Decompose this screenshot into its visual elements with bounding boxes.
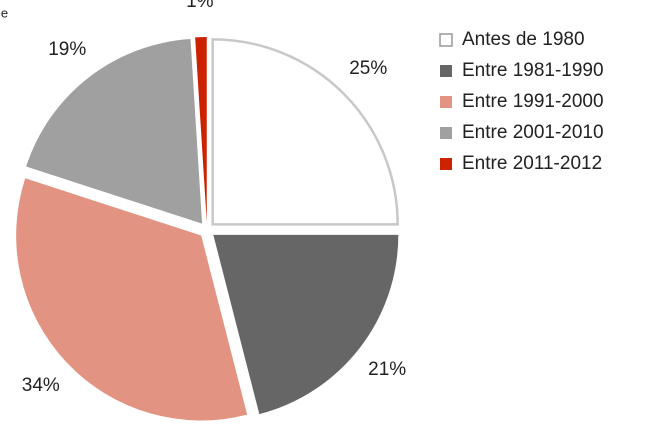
legend-label: Entre 1981-1990 [462, 60, 604, 81]
data-label: 19% [48, 39, 86, 60]
data-label: 25% [349, 58, 387, 79]
pie-slice [195, 37, 207, 223]
legend-label: Antes de 1980 [462, 29, 585, 50]
legend-swatch [440, 158, 452, 170]
legend-label: Entre 2011-2012 [462, 153, 602, 174]
data-label: 34% [22, 375, 60, 396]
legend-swatch [439, 33, 453, 47]
pie-slice [213, 234, 399, 415]
legend-swatch [440, 65, 452, 77]
legend-label: Entre 2001-2010 [462, 122, 604, 143]
pie-slice [26, 39, 203, 224]
pie-slice [211, 38, 399, 226]
legend-swatch [440, 96, 452, 108]
legend-swatch [440, 127, 452, 139]
data-label: 1% [186, 0, 214, 12]
chart-title: le [0, 5, 8, 20]
legend-label: Entre 1991-2000 [462, 91, 604, 112]
data-label: 21% [368, 359, 406, 380]
pie-slice [16, 178, 248, 421]
